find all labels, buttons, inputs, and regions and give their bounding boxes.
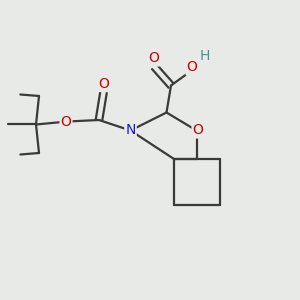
Text: O: O [187,61,197,74]
Text: O: O [61,115,71,128]
Text: O: O [98,77,109,91]
Text: N: N [125,124,136,137]
Text: O: O [193,124,203,137]
Text: H: H [200,50,210,63]
Text: O: O [148,52,159,65]
